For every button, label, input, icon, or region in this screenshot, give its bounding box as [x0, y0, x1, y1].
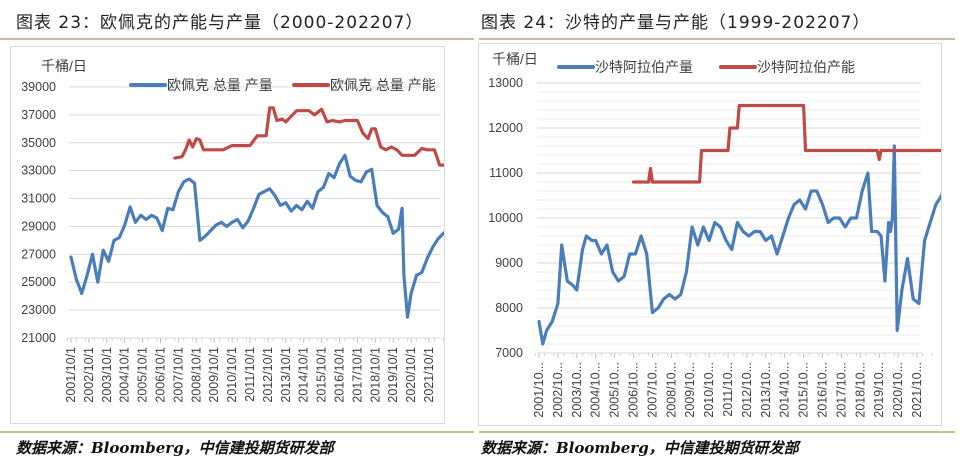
- x-tick-label: 2007/10/1: [171, 347, 185, 403]
- y-tick-label: 21000: [21, 331, 56, 345]
- production-series-line: [69, 153, 458, 319]
- capacity-series-line: [631, 103, 947, 184]
- y-tick-label: 12000: [488, 121, 523, 135]
- chart-panel-right: 7000 8000 9000 10000 11000 12000 13000 千桶/日 2001…: [478, 43, 947, 426]
- y-tick-label: 29000: [21, 219, 56, 233]
- x-tick-label: 2019/10/1: [386, 347, 400, 403]
- x-tick-label: 2003/10...: [570, 362, 584, 418]
- x-tick-label: 2008/10...: [664, 362, 678, 418]
- x-tick-label: 2015/10/1: [315, 347, 329, 403]
- y-axis-unit: 千桶/日: [492, 51, 538, 67]
- x-tick-label: 2012/10...: [740, 362, 754, 418]
- source-note-left: 数据来源：Bloomberg，中信建投期货研发部: [16, 439, 334, 457]
- y-tick-label: 33000: [21, 164, 56, 178]
- figure-title-left: 图表 23：欧佩克的产能与产量（2000-202207）: [16, 13, 424, 33]
- capacity-series-line: [173, 106, 458, 167]
- source-rule-right: [479, 431, 955, 433]
- x-tick-label: 2001/10...: [532, 362, 546, 418]
- x-tick-label: 2003/10/1: [100, 347, 114, 403]
- legend-label-capacity: 欧佩克 总量 产能: [330, 77, 436, 93]
- title-rule-left: [0, 38, 474, 40]
- y-tick-label: 13000: [488, 76, 523, 90]
- y-axis-unit: 千桶/日: [41, 58, 87, 74]
- x-tick-label: 2016/10/1: [333, 347, 347, 403]
- x-tick-label: 2001/10/1: [64, 347, 78, 403]
- x-tick-label: 2013/10/1: [279, 347, 293, 403]
- x-tick-label: 2007/10...: [645, 362, 659, 418]
- y-tick-label: 8000: [495, 301, 523, 315]
- x-tick-label: 2018/10/1: [368, 347, 382, 403]
- x-tick-label: 2011/10/1: [243, 347, 257, 402]
- x-tick-label: 2012/10/1: [261, 347, 275, 403]
- legend-label-production: 欧佩克 总量 产量: [167, 77, 273, 93]
- x-tick-label: 2020/10...: [891, 362, 905, 418]
- title-rule-right: [479, 38, 955, 40]
- y-tick-label: 35000: [21, 136, 56, 150]
- x-tick-label: 2018/10...: [853, 362, 867, 418]
- chart-panel-left: 21000 23000 25000 27000 29000 31000 33000 35000…: [10, 46, 458, 424]
- x-tick-label: 2010/10/1: [225, 347, 239, 403]
- x-tick-label: 2008/10/1: [189, 347, 203, 403]
- figure-title-right: 图表 24：沙特的产量与产能（1999-202207）: [481, 13, 871, 33]
- x-tick-label: 2011/10...: [721, 362, 735, 417]
- y-tick-label: 10000: [488, 211, 523, 225]
- x-tick-label: 2009/10/1: [207, 347, 221, 403]
- production-series-line: [537, 144, 947, 346]
- x-tick-label: 2020/10/1: [404, 347, 418, 403]
- x-tick-label: 2017/10...: [834, 362, 848, 418]
- x-tick-label: 2004/10...: [589, 362, 603, 418]
- y-tick-label: 39000: [21, 80, 56, 94]
- x-tick-label: 2005/10...: [608, 362, 622, 418]
- y-tick-label: 25000: [21, 275, 56, 289]
- y-tick-label: 31000: [21, 192, 56, 206]
- x-tick-label: 2014/10...: [778, 362, 792, 418]
- y-tick-label: 11000: [489, 166, 523, 180]
- x-tick-label: 2006/10/1: [154, 347, 168, 403]
- x-tick-label: 2005/10/1: [136, 347, 150, 403]
- y-tick-label: 9000: [495, 256, 523, 270]
- x-tick-label: 2010/10...: [702, 362, 716, 418]
- x-tick-label: 2014/10/1: [297, 347, 311, 403]
- x-tick-label: 2021/10/1: [422, 347, 436, 403]
- x-tick-label: 2006/10...: [627, 362, 641, 418]
- x-tick-label: 2009/10...: [683, 362, 697, 418]
- x-tick-label: 2002/10...: [551, 362, 565, 418]
- x-tick-label: 2013/10...: [759, 362, 773, 418]
- y-tick-label: 7000: [495, 346, 523, 360]
- x-tick-label: 2016/10...: [816, 362, 830, 418]
- y-tick-label: 23000: [21, 303, 56, 317]
- source-note-right: 数据来源：Bloomberg，中信建投期货研发部: [481, 439, 799, 457]
- y-tick-label: 27000: [21, 247, 56, 261]
- x-tick-label: 2004/10/1: [118, 347, 132, 403]
- x-tick-label: 2019/10...: [872, 362, 886, 418]
- legend-label-capacity: 沙特阿拉伯产能: [757, 59, 855, 75]
- x-tick-label: 2021/10...: [910, 362, 924, 418]
- chart-saudi: 7000 8000 9000 10000 11000 12000 13000 千桶/日 2001…: [488, 51, 947, 418]
- source-rule-left: [0, 431, 474, 433]
- chart-opec: 21000 23000 25000 27000 29000 31000 33000 35000…: [21, 58, 458, 403]
- x-tick-label: 2002/10/1: [82, 347, 96, 403]
- x-tick-label: 2015/10...: [797, 362, 811, 418]
- x-tick-label: 2017/10/1: [350, 347, 364, 403]
- y-tick-label: 37000: [21, 108, 56, 122]
- legend-label-production: 沙特阿拉伯产量: [595, 59, 693, 75]
